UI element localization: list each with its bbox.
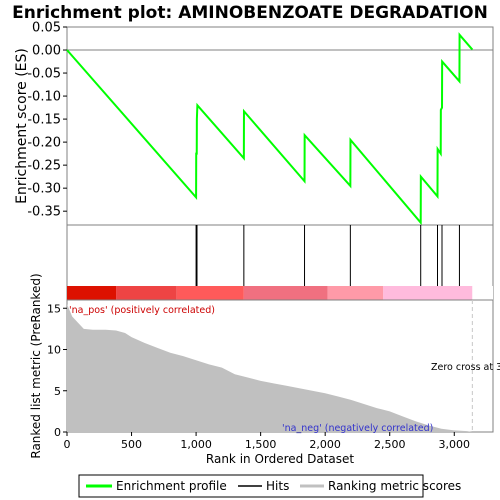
metric-x-ticks: 0 500 1,000 1,500 2,000 2,500 3,000 — [64, 432, 471, 451]
metric-y-tick-label: 0 — [54, 426, 61, 439]
metric-y-tick-label: 5 — [54, 385, 61, 398]
es-y-tick-label: 0.05 — [32, 21, 61, 36]
metric-y-tick-label: 15 — [47, 302, 61, 315]
color-bar-segment — [67, 286, 117, 300]
x-axis-label: Rank in Ordered Dataset — [206, 452, 354, 466]
es-y-tick-label: -0.35 — [27, 205, 61, 220]
color-bar-segment — [327, 286, 384, 300]
es-y-ticks: 0.05 0.00 -0.05 -0.10 -0.15 -0.20 -0.25 -0.30 -0… — [27, 21, 67, 220]
hits-panel — [66, 224, 494, 301]
x-tick-label: 2,500 — [374, 438, 406, 451]
pos-annotation: 'na_pos' (positively correlated) — [69, 305, 215, 316]
color-bar-segment — [116, 286, 177, 300]
color-bar-segment — [383, 286, 473, 300]
es-panel: 0.05 0.00 -0.05 -0.10 -0.15 -0.20 -0.25 -0.30 -0… — [14, 21, 494, 226]
es-plot-area — [66, 26, 494, 226]
ranking-metric-area — [67, 304, 473, 432]
chart-title: Enrichment plot: AMINOBENZOATE DEGRADATI… — [12, 3, 488, 23]
enrichment-profile-line — [66, 32, 474, 226]
color-bar-segment — [472, 286, 493, 300]
es-y-tick-label: -0.05 — [27, 67, 61, 82]
es-y-tick-label: 0.00 — [32, 44, 61, 59]
ranking-color-bar — [67, 286, 493, 300]
metric-y-tick-label: 10 — [47, 344, 61, 357]
x-tick-label: 1,500 — [245, 438, 277, 451]
es-y-tick-label: -0.25 — [27, 159, 61, 174]
legend-enrichment-label: Enrichment profile — [116, 479, 227, 493]
x-tick-label: 3,000 — [439, 438, 471, 451]
x-tick-label: 2,000 — [309, 438, 341, 451]
es-y-tick-label: -0.20 — [27, 136, 61, 151]
color-bar-segment — [176, 286, 244, 300]
es-y-tick-label: -0.30 — [27, 182, 61, 197]
metric-panel: 0 5 10 15 0 500 1,000 1,500 2,000 2,500 3,000 'na… — [29, 273, 500, 466]
hit-lines — [195, 225, 460, 286]
es-y-axis-label: Enrichment score (ES) — [14, 48, 30, 204]
metric-y-ticks: 0 5 10 15 — [47, 302, 67, 439]
x-tick-label: 1,000 — [180, 438, 212, 451]
x-tick-label: 500 — [121, 438, 142, 451]
neg-annotation: 'na_neg' (negatively correlated) — [282, 423, 433, 434]
legend-hits-label: Hits — [266, 479, 289, 493]
metric-y-axis-label: Ranked list metric (PreRanked) — [29, 273, 43, 458]
zero-cross-annotation: Zero cross at 3140 — [431, 362, 500, 373]
legend-ranking-label: Ranking metric scores — [328, 479, 461, 493]
x-tick-label: 0 — [64, 438, 71, 451]
legend: Enrichment profile Hits Ranking metric s… — [78, 474, 461, 498]
color-bar-segment — [243, 286, 328, 300]
es-y-tick-label: -0.15 — [27, 113, 61, 128]
es-y-tick-label: -0.10 — [27, 90, 61, 105]
